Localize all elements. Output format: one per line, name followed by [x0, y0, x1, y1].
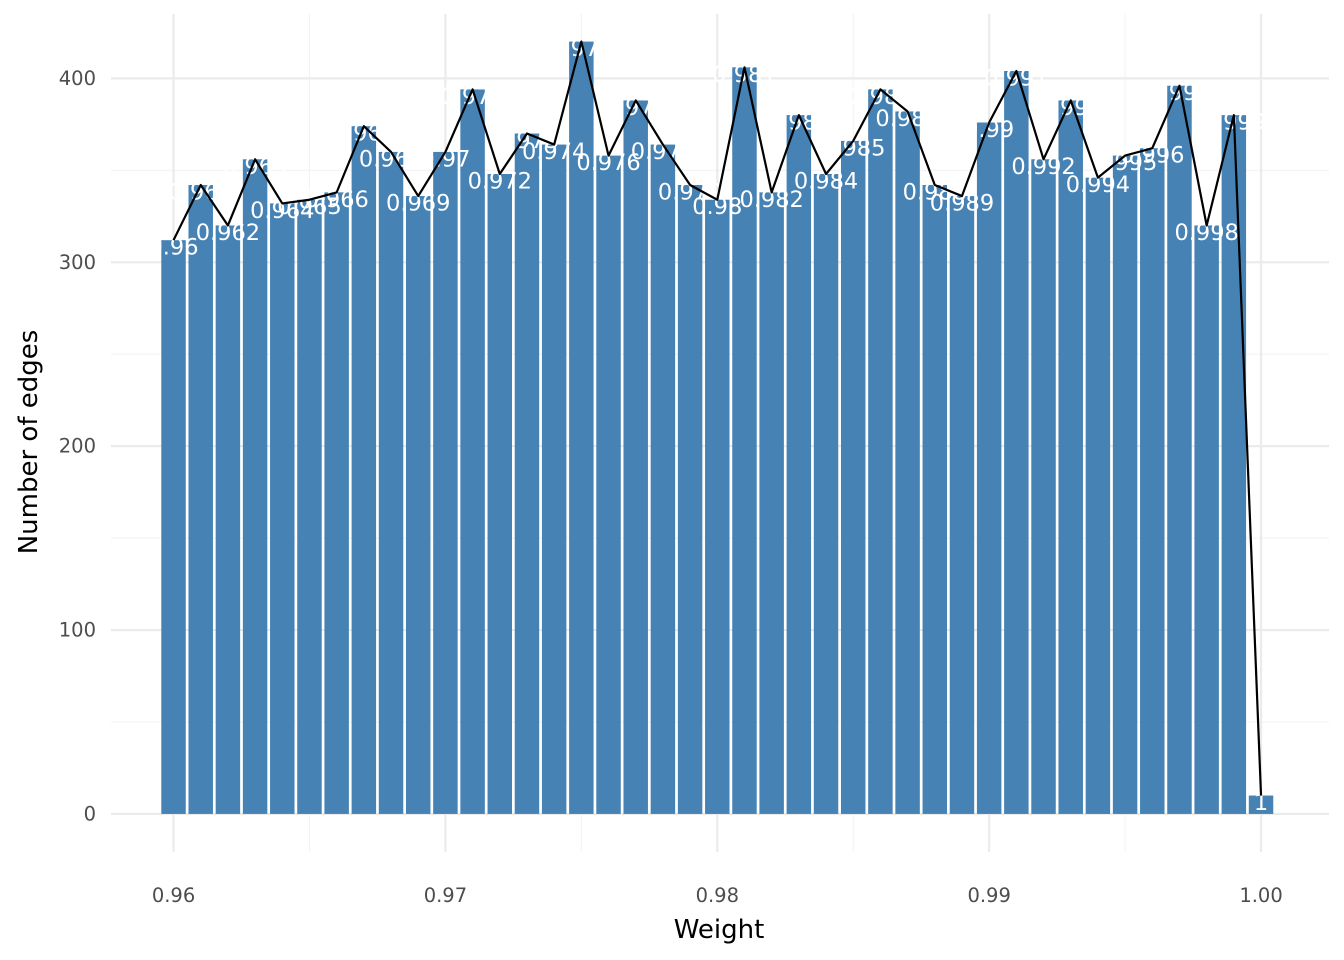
bar-0.995 [1112, 155, 1138, 814]
bar-0.983 [786, 115, 812, 814]
line-series [172, 40, 1263, 796]
bar-0.962 [215, 225, 241, 814]
bar-label: 0.981 [712, 62, 776, 88]
bar-0.973 [514, 133, 540, 814]
series-line [172, 40, 1263, 796]
bar-0.978 [650, 144, 676, 814]
bar-0.999 [1221, 115, 1247, 814]
bar-label: 0.983 [767, 110, 831, 136]
bar-label: 0.967 [332, 121, 396, 147]
x-axis-title: Weight [674, 915, 765, 945]
bar-0.961 [188, 185, 213, 814]
bar-0.993 [1058, 100, 1083, 814]
bar-label: 0.975 [549, 36, 613, 62]
bar-0.966 [324, 192, 349, 814]
bar-label: 0.997 [1147, 80, 1211, 106]
bar-0.972 [487, 173, 513, 814]
bar-label: 0.991 [984, 66, 1048, 92]
bars [161, 41, 1274, 814]
x-tick-label: 0.98 [696, 884, 739, 907]
y-tick-label: 200 [59, 435, 96, 458]
bar-label: 0.987 [875, 106, 939, 132]
bar-0.987 [895, 111, 920, 814]
y-tick-label: 400 [59, 67, 96, 90]
bar-0.977 [623, 100, 648, 814]
y-axis-title: Number of edges [14, 330, 44, 555]
y-tick-label: 100 [59, 619, 96, 642]
x-tick-label: 1.00 [1239, 884, 1282, 907]
bar-0.988 [922, 185, 948, 814]
x-tick-label: 0.97 [424, 884, 467, 907]
bar-0.99 [976, 122, 1002, 814]
bar-0.991 [1004, 71, 1029, 814]
bar-0.984 [813, 173, 839, 814]
bar-label: 0.963 [223, 154, 287, 180]
bar-0.971 [460, 89, 485, 814]
bar-0.974 [541, 144, 567, 814]
bar-0.965 [297, 199, 322, 814]
bar-label: 0.965 [277, 194, 341, 220]
bar-label: 0.968 [359, 146, 423, 172]
x-axis-ticks: 0.96 0.97 0.98 0.99 1.00 [152, 884, 1283, 907]
bar-0.997 [1167, 85, 1192, 814]
bar-0.969 [405, 196, 431, 814]
y-tick-label: 300 [59, 251, 96, 274]
bar-1 [1248, 795, 1274, 814]
bar-0.992 [1031, 159, 1056, 814]
x-tick-label: 0.96 [152, 884, 195, 907]
bar-0.986 [868, 89, 893, 814]
bar-0.996 [1140, 148, 1165, 814]
bar-0.994 [1085, 177, 1111, 814]
bar-0.982 [759, 192, 784, 814]
x-tick-label: 0.99 [967, 884, 1010, 907]
bar-0.97 [433, 151, 458, 814]
bar-0.985 [840, 140, 866, 814]
bar-label: 0.961 [169, 180, 233, 206]
bar-0.963 [242, 159, 268, 814]
bar-label: 0.973 [495, 128, 559, 154]
bar-0.98 [705, 199, 730, 814]
bar-0.998 [1194, 225, 1219, 814]
bar-0.989 [949, 196, 975, 814]
bar-0.979 [677, 185, 703, 814]
bar-0.964 [270, 203, 295, 814]
bar-label: 0.977 [604, 95, 668, 121]
y-axis-ticks: 0 100 200 300 400 [59, 67, 96, 826]
y-tick-label: 0 [84, 802, 96, 825]
bar-0.968 [378, 151, 404, 814]
bar-label: 0.971 [440, 84, 504, 110]
bar-label: 0.993 [1039, 95, 1103, 121]
bar-0.967 [351, 126, 377, 814]
bar-0.975 [569, 41, 594, 814]
bar-0.976 [596, 155, 621, 814]
bar-0.981 [732, 67, 757, 814]
bar-0.96 [161, 240, 186, 814]
bar-label: 1 [1254, 790, 1268, 816]
